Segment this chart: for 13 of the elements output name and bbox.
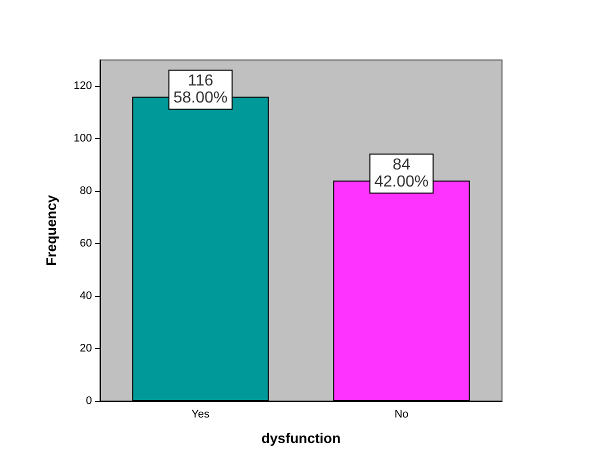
y-tick-label: 0 [86,395,92,407]
y-tick-label: 20 [80,342,92,355]
y-tick-label: 40 [80,290,92,302]
y-tick-label: 60 [80,238,92,250]
data-label: 116 58.00% [173,72,228,107]
x-axis-title: dysfunction [261,430,341,446]
x-tick-label: No [394,408,409,420]
x-tick-label: Yes [192,408,210,420]
y-tick-label: 100 [74,132,92,145]
y-tick-label: 120 [74,80,92,92]
data-label: 84 42.00% [374,156,429,191]
y-tick-label: 80 [80,185,92,198]
y-axis-title: Frequency [43,194,59,266]
